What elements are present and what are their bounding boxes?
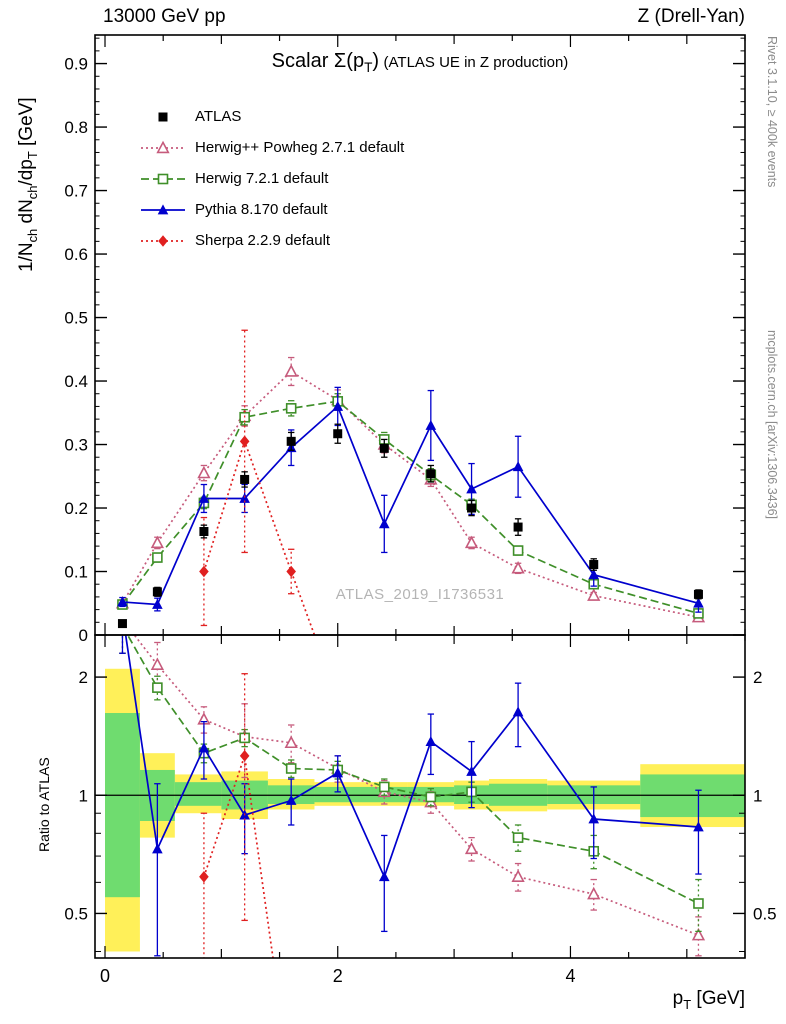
- main-panel-layer: [115, 329, 706, 635]
- y-axis-label-ratio: Ratio to ATLAS: [36, 757, 52, 852]
- legend-label: Pythia 8.170 default: [195, 201, 328, 218]
- y-axis-label-main: 1/Nch dNch/dpT [GeV]: [16, 97, 40, 272]
- legend-marker-triangle-open: [141, 140, 185, 153]
- tick-label: 1: [753, 786, 762, 805]
- series-line: [122, 404, 699, 606]
- x-axis-label: pT [GeV]: [672, 988, 745, 1012]
- tick-label: 0: [79, 626, 88, 645]
- rivet-version-note: Rivet 3.1.10, ≥ 400k events: [765, 36, 779, 188]
- tick-label: 2: [333, 966, 343, 986]
- legend-marker-square-filled: [158, 112, 168, 121]
- legend-item: Herwig 7.2.1 default: [140, 163, 404, 194]
- series-line: [133, 635, 699, 936]
- legend-label: Sherpa 2.2.9 default: [195, 232, 331, 249]
- process-label: Z (Drell-Yan): [637, 6, 745, 27]
- ratio-panel-layer: [95, 635, 745, 958]
- tick-label: 0.5: [64, 904, 88, 923]
- legend-item: ATLAS: [140, 101, 404, 132]
- legend: ATLAS Herwig++ Powheg 2.7.1 default Herwig…: [140, 101, 404, 256]
- legend-label: Herwig 7.2.1 default: [195, 170, 329, 187]
- tick-label: 1: [79, 786, 88, 805]
- tick-label: 0.1: [64, 563, 88, 582]
- series-line: [126, 635, 699, 905]
- plot-title-qualifier: (ATLAS UE in Z production): [383, 54, 569, 71]
- tick-label: 0.3: [64, 436, 88, 455]
- uncertainty-band-inner: [174, 782, 222, 806]
- tick-label: 0.6: [64, 245, 88, 264]
- tick-label: 0.5: [64, 309, 88, 328]
- series-line: [124, 635, 699, 880]
- tick-label: 0.4: [64, 372, 88, 391]
- plot-title: Scalar Σ(pT) (ATLAS UE in Z production): [95, 50, 745, 75]
- analysis-id-watermark: ATLAS_2019_I1736531: [335, 586, 505, 603]
- series-line: [121, 400, 699, 615]
- tick-label: 0: [100, 966, 110, 986]
- legend-item: Pythia 8.170 default: [140, 194, 404, 225]
- axes-frame: 0 0.1 0.2 0.3 0.4 0.5 0.6 0.7 0.8 0.9 0 2 4 0.5 0.5 1 1 2…: [64, 34, 777, 986]
- tick-label: 0.5: [753, 904, 777, 923]
- legend-item: Herwig++ Powheg 2.7.1 default: [140, 132, 404, 163]
- legend-marker-triangle-filled: [141, 203, 185, 214]
- tick-label: 0.2: [64, 499, 88, 518]
- legend-label: ATLAS: [195, 108, 242, 125]
- uncertainty-band-inner: [105, 713, 140, 898]
- tick-label: 0.7: [64, 182, 88, 201]
- series-line: [203, 438, 316, 635]
- tick-label: 4: [565, 966, 575, 986]
- beam-energy-label: 13000 GeV pp: [103, 6, 226, 27]
- tick-label: 0.8: [64, 118, 88, 137]
- legend-label: Herwig++ Powheg 2.7.1 default: [195, 139, 405, 156]
- tick-label: 2: [79, 668, 88, 687]
- legend-item: Sherpa 2.2.9 default: [140, 225, 404, 256]
- tick-label: 0.9: [64, 55, 88, 74]
- plot-title-main: Scalar Σ(pT): [271, 50, 380, 75]
- legend-marker-square-open: [141, 173, 185, 184]
- legend-marker-diamond-filled: [141, 234, 185, 247]
- tick-label: 2: [753, 668, 762, 687]
- ratio-panel-frame: [94, 634, 746, 959]
- mcplots-reference-note: mcplots.cern.ch [arXiv:1306.3436]: [765, 330, 779, 519]
